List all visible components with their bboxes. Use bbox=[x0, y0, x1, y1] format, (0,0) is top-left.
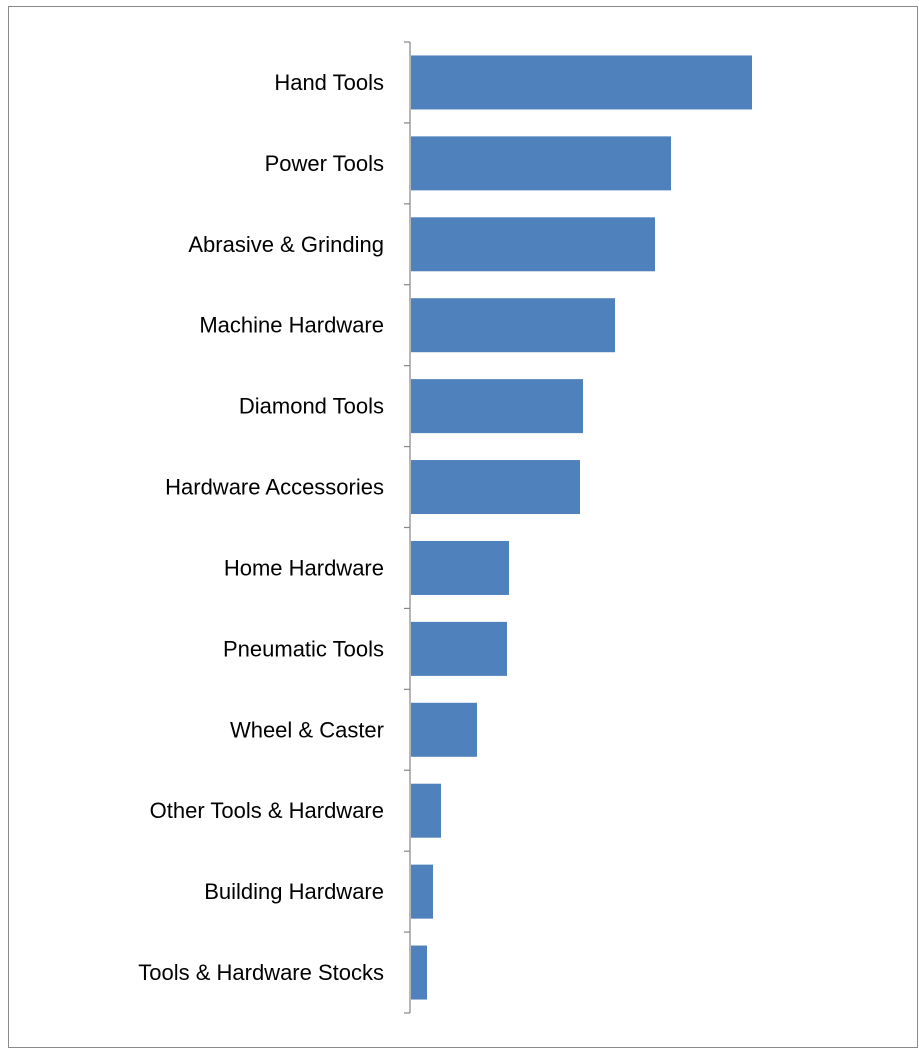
bar bbox=[411, 136, 671, 191]
category-label: Tools & Hardware Stocks bbox=[138, 960, 384, 985]
category-label: Other Tools & Hardware bbox=[150, 798, 384, 823]
bar bbox=[411, 55, 752, 110]
bar bbox=[411, 864, 433, 919]
bars-layer bbox=[411, 55, 752, 1000]
category-axis bbox=[404, 41, 411, 1014]
category-label: Abrasive & Grinding bbox=[188, 232, 384, 257]
category-labels: Hand Tools Power Tools Abrasive & Grinding… bbox=[138, 70, 384, 985]
bar bbox=[411, 702, 477, 757]
category-label: Home Hardware bbox=[224, 555, 384, 580]
category-label: Hardware Accessories bbox=[165, 475, 384, 500]
category-label: Wheel & Caster bbox=[230, 717, 384, 742]
category-label: Power Tools bbox=[265, 151, 384, 176]
category-label: Diamond Tools bbox=[239, 394, 384, 419]
bar bbox=[411, 945, 427, 1000]
category-label: Machine Hardware bbox=[199, 313, 384, 338]
category-label: Building Hardware bbox=[204, 879, 384, 904]
bar bbox=[411, 460, 580, 515]
bar bbox=[411, 621, 507, 676]
category-label: Hand Tools bbox=[274, 70, 384, 95]
bar bbox=[411, 540, 509, 595]
bar bbox=[411, 379, 583, 434]
bar bbox=[411, 298, 615, 353]
category-label: Pneumatic Tools bbox=[223, 636, 384, 661]
bar bbox=[411, 783, 441, 838]
bar bbox=[411, 217, 655, 272]
